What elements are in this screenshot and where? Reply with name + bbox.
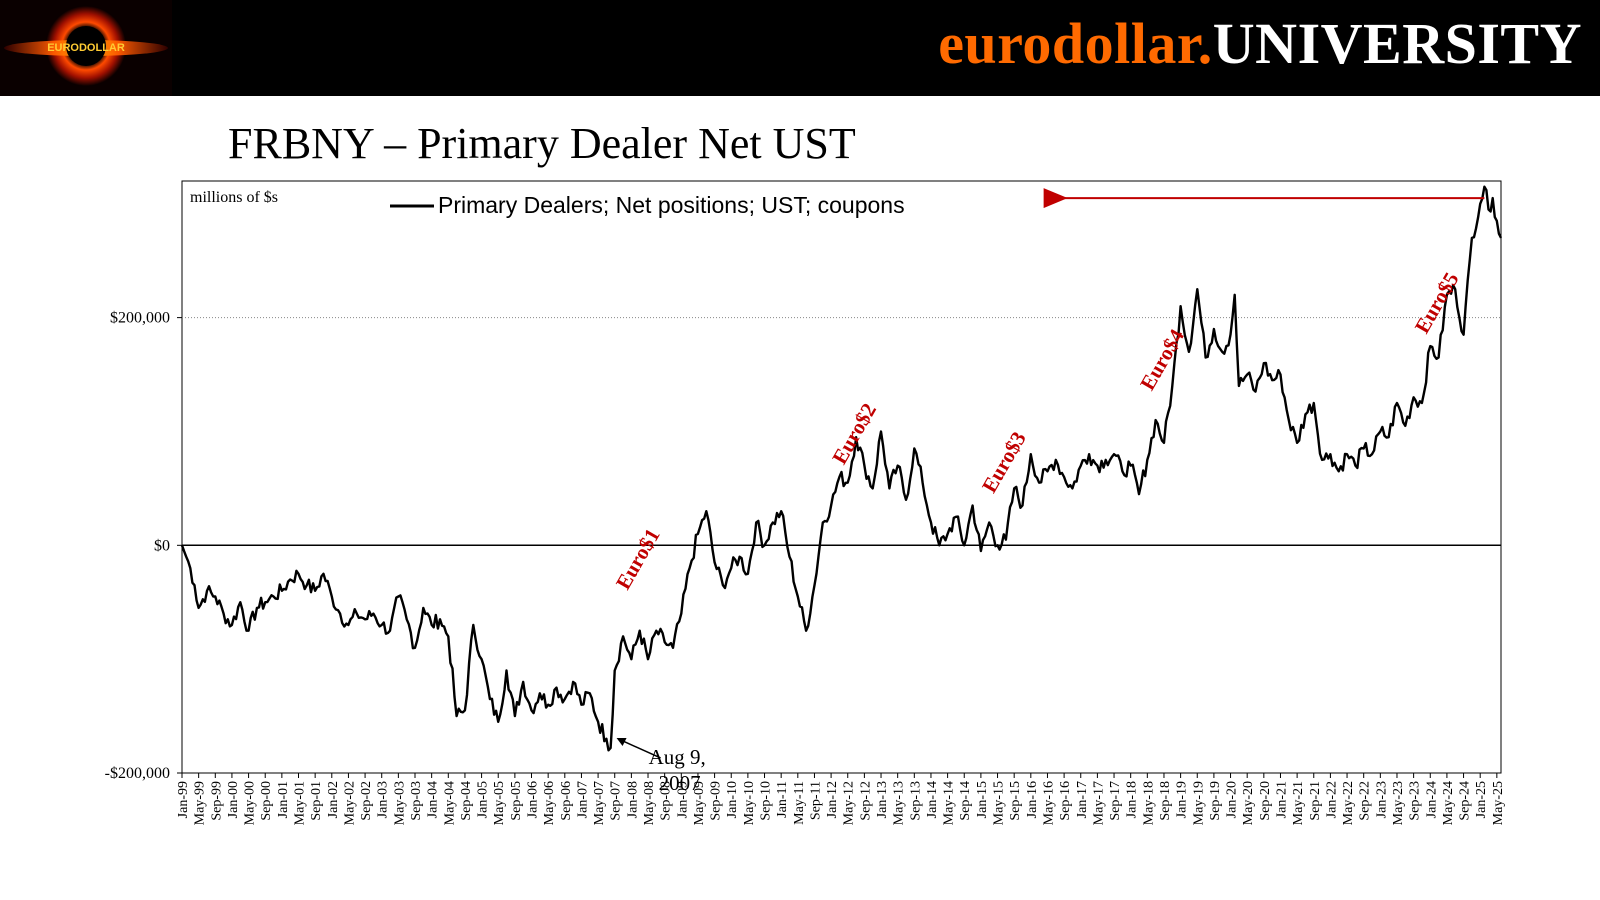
logo-text: EURODOLLAR xyxy=(47,42,125,54)
x-tick-label: May-16 xyxy=(1041,781,1056,825)
callout-text-line1: Aug 9, xyxy=(649,745,706,769)
x-tick-label: May-03 xyxy=(392,781,407,825)
x-tick-label: Sep-08 xyxy=(659,781,674,821)
x-tick-label: Jan-10 xyxy=(725,781,740,818)
x-tick-label: Jan-03 xyxy=(376,781,391,818)
x-tick-label: Sep-10 xyxy=(759,781,774,821)
brand-wordmark: eurodollar.UNIVERSITY xyxy=(938,10,1582,77)
x-tick-label: Jan-09 xyxy=(675,781,690,818)
x-tick-label: May-02 xyxy=(342,781,357,825)
x-tick-label: May-04 xyxy=(442,781,457,825)
x-tick-label: Sep-18 xyxy=(1158,781,1173,821)
x-tick-label: Sep-00 xyxy=(259,781,274,821)
y-tick-label: -$200,000 xyxy=(105,765,170,782)
x-tick-label: Jan-17 xyxy=(1075,781,1090,818)
x-tick-label: Sep-22 xyxy=(1358,781,1373,821)
x-tick-label: Sep-01 xyxy=(309,781,324,821)
x-tick-label: May-99 xyxy=(193,781,208,825)
callout-arrow xyxy=(620,739,661,759)
x-tick-label: May-12 xyxy=(842,781,857,825)
x-tick-label: Jan-25 xyxy=(1474,781,1489,818)
x-tick-label: Jan-20 xyxy=(1225,781,1240,818)
y-tick-label: $200,000 xyxy=(110,310,170,327)
x-tick-label: May-14 xyxy=(942,781,957,825)
x-tick-label: Sep-13 xyxy=(908,781,923,821)
x-tick-label: Jan-00 xyxy=(226,781,241,818)
x-tick-label: Jan-18 xyxy=(1125,781,1140,818)
x-tick-label: Sep-21 xyxy=(1308,781,1323,821)
x-tick-label: Jan-14 xyxy=(925,781,940,818)
x-tick-label: Sep-12 xyxy=(858,781,873,821)
x-tick-label: May-25 xyxy=(1491,781,1506,825)
x-tick-label: May-00 xyxy=(243,781,258,825)
x-tick-label: May-23 xyxy=(1391,781,1406,825)
x-tick-label: May-22 xyxy=(1341,781,1356,825)
x-tick-label: Sep-06 xyxy=(559,781,574,821)
x-tick-label: Jan-12 xyxy=(825,781,840,818)
legend-label: Primary Dealers; Net positions; UST; cou… xyxy=(438,192,905,218)
x-tick-label: May-18 xyxy=(1141,781,1156,825)
x-tick-label: Jan-22 xyxy=(1324,781,1339,818)
eurodollar-logo: EURODOLLAR xyxy=(0,0,172,96)
x-tick-label: Sep-23 xyxy=(1408,781,1423,821)
x-tick-label: Sep-04 xyxy=(459,781,474,821)
x-tick-label: Sep-03 xyxy=(409,781,424,821)
x-tick-label: Jan-15 xyxy=(975,781,990,818)
x-tick-label: Sep-24 xyxy=(1458,781,1473,821)
brand-part-2: UNIVERSITY xyxy=(1212,11,1582,76)
x-tick-label: Jan-01 xyxy=(276,781,291,818)
x-tick-label: Sep-15 xyxy=(1008,781,1023,821)
x-tick-label: Sep-07 xyxy=(609,781,624,821)
x-tick-label: May-09 xyxy=(692,781,707,825)
x-tick-label: Jan-21 xyxy=(1274,781,1289,818)
x-tick-label: Sep-17 xyxy=(1108,781,1123,821)
x-tick-label: May-10 xyxy=(742,781,757,825)
x-tick-label: May-17 xyxy=(1091,781,1106,825)
series-line xyxy=(180,185,1503,752)
x-tick-label: May-07 xyxy=(592,781,607,825)
x-tick-label: Jan-06 xyxy=(526,781,541,818)
x-tick-label: Jan-11 xyxy=(775,781,790,818)
x-tick-label: May-01 xyxy=(293,781,308,825)
x-tick-label: Sep-02 xyxy=(359,781,374,821)
x-tick-label: Jan-99 xyxy=(176,781,191,818)
x-tick-label: Sep-99 xyxy=(209,781,224,821)
callout-arrowhead xyxy=(616,737,627,746)
x-tick-label: Jan-05 xyxy=(476,781,491,818)
black-hole-logo-icon: EURODOLLAR xyxy=(4,6,168,86)
x-tick-label: Sep-09 xyxy=(709,781,724,821)
x-tick-label: Sep-20 xyxy=(1258,781,1273,821)
x-tick-label: Jan-23 xyxy=(1374,781,1389,818)
x-tick-label: Sep-19 xyxy=(1208,781,1223,821)
x-tick-label: May-20 xyxy=(1241,781,1256,825)
x-tick-label: Jan-07 xyxy=(575,781,590,818)
header-banner: EURODOLLAR eurodollar.UNIVERSITY xyxy=(0,0,1600,96)
y-tick-label: $0 xyxy=(154,537,170,554)
x-tick-label: May-08 xyxy=(642,781,657,825)
brand-part-1: eurodollar. xyxy=(938,11,1213,76)
x-tick-label: May-13 xyxy=(892,781,907,825)
x-tick-label: Sep-11 xyxy=(808,781,823,820)
x-tick-label: May-19 xyxy=(1191,781,1206,825)
x-tick-label: Jan-19 xyxy=(1175,781,1190,818)
slide-title: FRBNY – Primary Dealer Net UST xyxy=(228,119,856,168)
callout-text-line2: 2007 xyxy=(659,771,701,795)
x-tick-label: May-21 xyxy=(1291,781,1306,825)
x-tick-label: Sep-16 xyxy=(1058,781,1073,821)
x-tick-label: May-06 xyxy=(542,781,557,825)
x-tick-label: May-05 xyxy=(492,781,507,825)
x-tick-label: Jan-04 xyxy=(426,781,441,818)
x-tick-label: Jan-08 xyxy=(625,781,640,818)
x-tick-label: Jan-13 xyxy=(875,781,890,818)
unit-note: millions of $s xyxy=(190,189,278,206)
x-tick-label: Jan-02 xyxy=(326,781,341,818)
x-tick-label: Jan-16 xyxy=(1025,781,1040,818)
x-tick-label: May-11 xyxy=(792,781,807,825)
x-tick-label: May-24 xyxy=(1441,781,1456,825)
x-tick-label: Jan-24 xyxy=(1424,781,1439,818)
x-tick-label: Sep-05 xyxy=(509,781,524,821)
x-tick-label: May-15 xyxy=(992,781,1007,825)
x-tick-label: Sep-14 xyxy=(958,781,973,821)
